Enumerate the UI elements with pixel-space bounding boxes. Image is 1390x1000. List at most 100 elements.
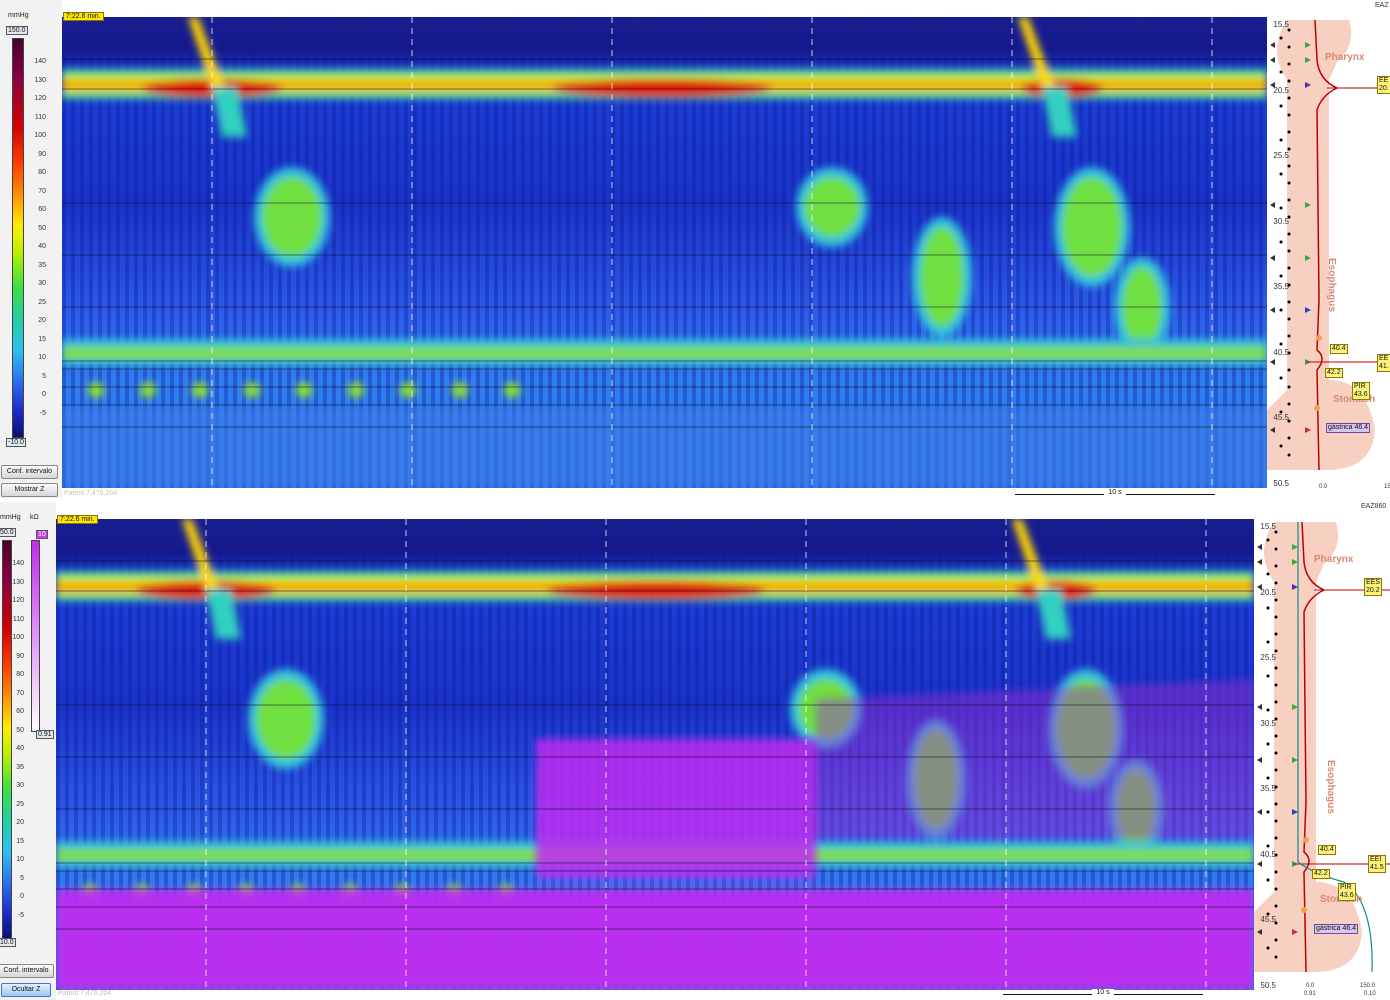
anatomy-panel: EAZ860 15.5 20.5 25.5 30.5 35.5 40.5 45.5 50.5 … xyxy=(1254,502,1390,1000)
scale-max-field[interactable]: 50.0 xyxy=(0,528,16,537)
region-pharynx: Pharynx xyxy=(1314,554,1354,565)
scale-min-field[interactable]: -10.0 xyxy=(6,438,26,447)
time-scalebar: 10 s xyxy=(1003,989,1203,996)
colorbar-tick: -5 xyxy=(17,911,24,919)
colorbar-tick: 140 xyxy=(34,58,46,65)
anatomy-panel: EAZ 15.5 20.5 25.5 30.5 35.5 40.5 45.5 50.5 Pha… xyxy=(1267,0,1390,498)
conf-interval-button[interactable]: Conf. intervalo xyxy=(1,465,58,479)
depth-label: 20.5 xyxy=(1260,587,1276,597)
colorbar-tick: 120 xyxy=(34,95,46,102)
region-esophagus: Esophagus xyxy=(1325,760,1336,814)
ees-tag[interactable]: EES 20.2 xyxy=(1364,578,1383,596)
depth-label: 45.5 xyxy=(1273,413,1289,422)
bottom-sidebar: mmHg kΩ 50.0 10 0.91 140 130 120 110 100 90 80… xyxy=(0,502,56,1000)
conf-interval-button[interactable]: Conf. intervalo xyxy=(0,964,54,978)
colorbar-tick: 35 xyxy=(16,763,24,771)
depth-label: 25.5 xyxy=(1260,653,1276,662)
depth-label: 30.5 xyxy=(1260,718,1276,728)
bottom-impedance-panel: mmHg kΩ 50.0 10 0.91 140 130 120 110 100 90 80… xyxy=(0,502,1390,1000)
hide-z-button[interactable]: Ocultar Z xyxy=(1,983,51,997)
top-sidebar: mmHg 150.0 140 130 120 110 100 90 80 70 60 50 40 35… xyxy=(0,0,62,498)
scale-max-field[interactable]: 150.0 xyxy=(6,26,28,35)
colorbar-tick: 25 xyxy=(16,800,24,808)
colorbar-tick: 15 xyxy=(38,335,46,343)
time-scalebar: 10 s xyxy=(1015,489,1215,496)
impedance-unit-label: kΩ xyxy=(30,514,39,521)
show-z-button[interactable]: Mostrar Z xyxy=(1,483,58,497)
depth-label: 35.5 xyxy=(1260,784,1276,793)
colorbar-tick: 110 xyxy=(34,113,46,121)
colorbar-tick: 90 xyxy=(38,150,46,158)
pir-tag[interactable]: PIR 43.6 xyxy=(1338,883,1356,901)
colorbar-tick: 10 xyxy=(16,856,24,863)
colorbar-tick: 130 xyxy=(34,76,46,84)
colorbar-tick: 100 xyxy=(12,634,24,641)
colorbar-tick: 0 xyxy=(42,391,46,398)
depth-label: 40.5 xyxy=(1260,849,1276,859)
anatomy-svg xyxy=(1267,19,1390,471)
depth-label: 20.5 xyxy=(1273,85,1289,95)
pressure-topography-svg xyxy=(62,17,1267,488)
tag-42-2[interactable]: 42.2 xyxy=(1312,869,1330,879)
colorbar-tick: 10 xyxy=(38,354,46,361)
scalebar-label: 10 s xyxy=(1104,489,1126,496)
tag-40-4[interactable]: 40.4 xyxy=(1330,344,1348,354)
time-badge: 7:22.6 min. xyxy=(63,12,104,21)
colorbar-tick: 0 xyxy=(20,893,24,900)
colorbar-tick: 40 xyxy=(38,243,46,250)
colorbar-tick: 70 xyxy=(38,187,46,195)
depth-label: 50.5 xyxy=(1273,478,1289,488)
gastric-tag[interactable]: gástrica 46.4 xyxy=(1326,423,1371,433)
time-badge: 7:22.6 min. xyxy=(57,515,98,524)
colorbar-tick: 25 xyxy=(38,298,46,306)
colorbar-tick: 15 xyxy=(16,837,24,845)
eei-tag[interactable]: EEI 41.5 xyxy=(1368,855,1386,873)
depth-label: 25.5 xyxy=(1273,151,1289,160)
colorbar-tick: 30 xyxy=(38,280,46,287)
region-esophagus: Esophagus xyxy=(1326,258,1337,312)
axis-right-impedance-value: 0.10 xyxy=(1364,991,1376,997)
scale-min-field[interactable]: 10.0 xyxy=(0,938,16,947)
depth-label: 30.5 xyxy=(1273,216,1289,226)
colorbar-tick: 50 xyxy=(38,224,46,232)
axis-right-value: 15 xyxy=(1384,484,1390,490)
colorbar-tick: 130 xyxy=(12,578,24,586)
colorbar-tick: 40 xyxy=(16,745,24,752)
depth-label: 15.5 xyxy=(1260,522,1276,531)
pressure-colorbar xyxy=(12,38,24,438)
pir-tag[interactable]: PIR 43.6 xyxy=(1352,382,1370,400)
patent-label: Patent 7,476,204 xyxy=(58,990,112,997)
catheter-label: EAZ xyxy=(1375,2,1389,9)
tag-42-2[interactable]: 42.2 xyxy=(1325,368,1343,378)
pressure-topography-plot[interactable] xyxy=(62,17,1267,488)
impedance-min-field[interactable]: 0.91 xyxy=(36,730,54,739)
colorbar-tick: 20 xyxy=(16,819,24,826)
patent-label: Patent 7,476,204 xyxy=(64,490,118,497)
colorbar-tick: 140 xyxy=(12,560,24,567)
colorbar-tick: 60 xyxy=(16,708,24,715)
impedance-colorbar xyxy=(31,540,40,732)
unit-label: mmHg xyxy=(0,514,21,521)
gastric-tag[interactable]: gástrica 46.4 xyxy=(1314,924,1359,934)
depth-label: 40.5 xyxy=(1273,347,1289,357)
colorbar-tick: 60 xyxy=(38,206,46,213)
eei-tag[interactable]: EE 41. xyxy=(1377,354,1390,372)
panel-separator xyxy=(0,498,1390,502)
impedance-max-field[interactable]: 10 xyxy=(36,530,48,539)
colorbar-tick: 30 xyxy=(16,782,24,789)
colorbar-tick: 5 xyxy=(20,874,24,882)
colorbar-tick: 100 xyxy=(34,132,46,139)
impedance-topography-svg xyxy=(56,519,1254,990)
colorbar-tick: 50 xyxy=(16,726,24,734)
depth-label: 35.5 xyxy=(1273,282,1289,291)
impedance-topography-plot[interactable] xyxy=(56,519,1254,990)
colorbar-tick: 90 xyxy=(16,652,24,660)
axis-left-value: 0.0 xyxy=(1306,983,1315,989)
axis-left-impedance-value: 0.91 xyxy=(1304,991,1316,997)
colorbar-tick: -5 xyxy=(39,409,46,417)
top-pressure-panel: mmHg 150.0 140 130 120 110 100 90 80 70 60 50 40 35… xyxy=(0,0,1390,498)
tag-40-4[interactable]: 40.4 xyxy=(1318,845,1336,855)
catheter-label: EAZ860 xyxy=(1361,503,1387,510)
colorbar-tick: 80 xyxy=(38,169,46,176)
ees-tag[interactable]: EE 20. xyxy=(1377,76,1390,94)
